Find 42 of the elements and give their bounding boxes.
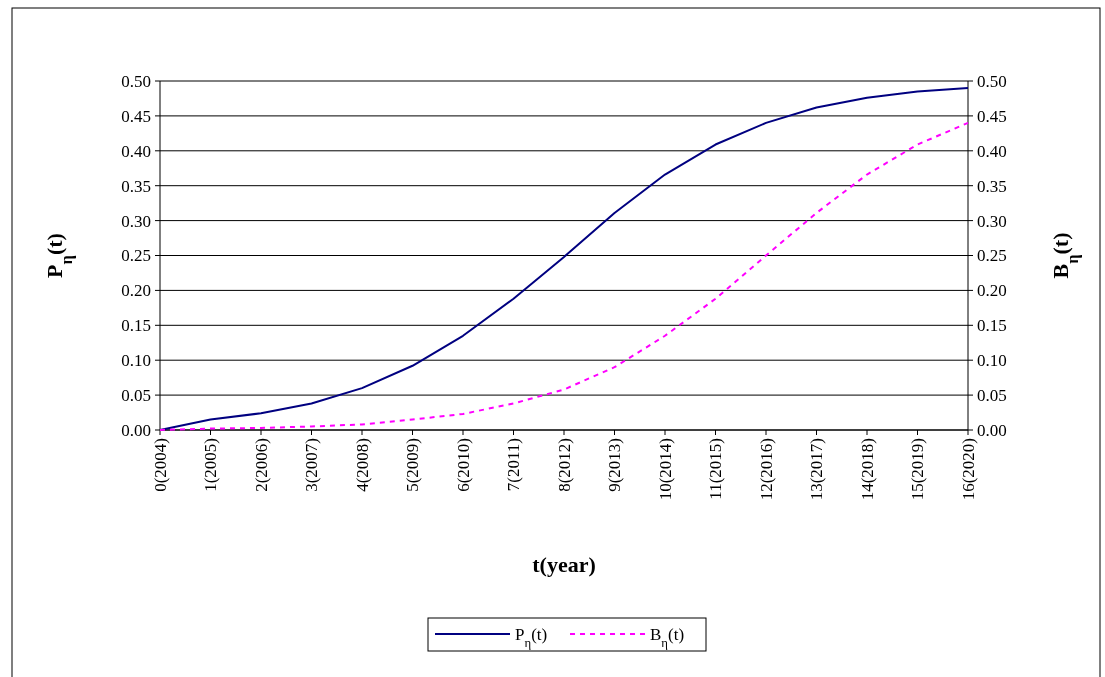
y-tick-label: 0.25 xyxy=(121,246,151,266)
y-tick-label: 0.15 xyxy=(121,316,151,336)
y2-tick-label: 0.00 xyxy=(977,420,1007,440)
y2-tick-label: 0.10 xyxy=(977,351,1007,371)
y2-tick-label: 0.05 xyxy=(977,386,1007,406)
y-tick-label: 0.10 xyxy=(121,351,151,371)
x-tick-label: 15(2019) xyxy=(908,438,928,501)
x-tick-label: 13(2017) xyxy=(807,438,827,501)
y2-tick-label: 0.45 xyxy=(977,106,1007,126)
y-tick-label: 0.30 xyxy=(121,211,151,231)
x-tick-label: 0(2004) xyxy=(150,438,170,492)
x-tick-label: 6(2010) xyxy=(453,438,473,492)
x-tick-label: 16(2020) xyxy=(958,438,978,501)
y-tick-label: 0.35 xyxy=(121,176,151,196)
y2-tick-label: 0.25 xyxy=(977,246,1007,266)
x-tick-label: 5(2009) xyxy=(403,438,423,492)
y2-tick-label: 0.20 xyxy=(977,281,1007,301)
x-tick-label: 8(2012) xyxy=(554,438,574,492)
x-tick-label: 12(2016) xyxy=(756,438,776,501)
x-tick-label: 4(2008) xyxy=(352,438,372,492)
legend-label: P$_{η}$(t) xyxy=(515,624,548,650)
y-tick-label: 0.05 xyxy=(121,386,151,406)
x-axis-title: t(year) xyxy=(532,552,596,577)
x-tick-label: 2(2006) xyxy=(251,438,271,492)
y2-tick-label: 0.50 xyxy=(977,71,1007,91)
y-tick-label: 0.50 xyxy=(121,71,151,91)
x-tick-label: 1(2005) xyxy=(201,438,221,492)
y2-tick-label: 0.30 xyxy=(977,211,1007,231)
y-tick-label: 0.20 xyxy=(121,281,151,301)
x-tick-label: 14(2018) xyxy=(857,438,877,501)
x-tick-label: 10(2014) xyxy=(655,438,675,501)
y-tick-label: 0.45 xyxy=(121,106,151,126)
x-tick-label: 7(2011) xyxy=(504,438,524,492)
x-tick-label: 3(2007) xyxy=(302,438,322,492)
y2-tick-label: 0.35 xyxy=(977,176,1007,196)
y-tick-label: 0.40 xyxy=(121,141,151,161)
legend-label: B$_{η}$(t) xyxy=(650,624,685,650)
y2-tick-label: 0.15 xyxy=(977,316,1007,336)
x-tick-label: 11(2015) xyxy=(706,438,726,500)
y-tick-label: 0.00 xyxy=(121,420,151,440)
x-tick-label: 9(2013) xyxy=(605,438,625,492)
y2-tick-label: 0.40 xyxy=(977,141,1007,161)
